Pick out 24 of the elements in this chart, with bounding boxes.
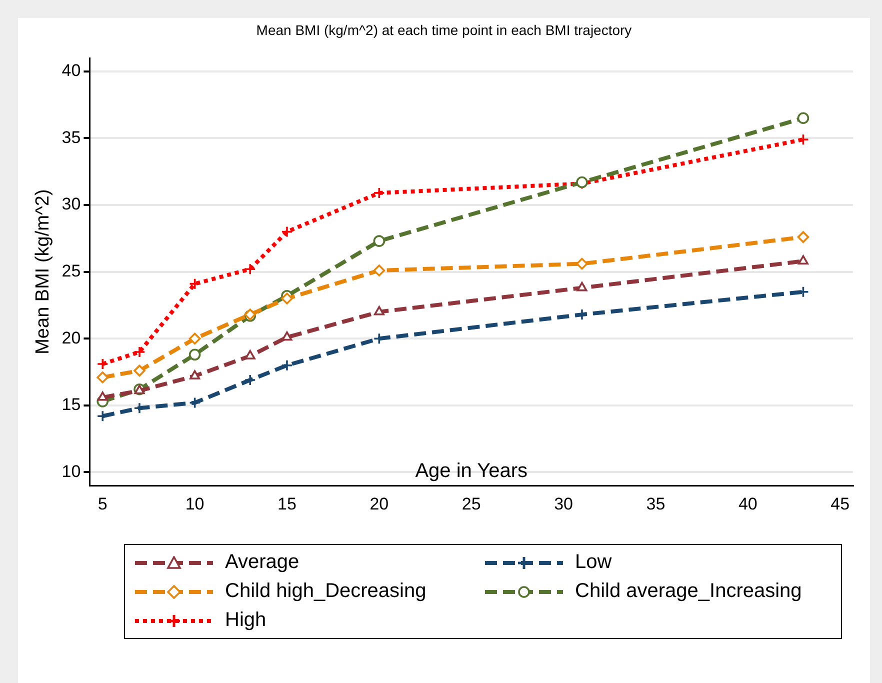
y-tick-label: 10	[62, 462, 81, 481]
legend-label: Average	[225, 551, 300, 574]
legend-label: High	[225, 609, 266, 632]
x-tick-label: 25	[462, 494, 481, 514]
chart-title: Mean BMI (kg/m^2) at each time point in each BMI trajectory	[255, 22, 633, 38]
y-tick-label: 15	[62, 395, 81, 414]
y-tick-label: 30	[62, 194, 81, 214]
x-tick-label: 30	[554, 494, 573, 514]
x-tick-label: 40	[738, 494, 758, 514]
y-axis-title: Mean BMI (kg/m^2)	[32, 189, 54, 354]
legend-label: Child high_Decreasing	[225, 580, 426, 603]
y-tick-label: 35	[62, 128, 81, 147]
legend-label: Child average_Increasing	[575, 580, 802, 603]
x-tick-label: 45	[830, 494, 850, 514]
y-tick-label: 25	[62, 261, 81, 280]
x-tick-label: 15	[278, 494, 296, 514]
x-tick-label: 10	[185, 494, 204, 514]
y-tick-label: 20	[62, 328, 81, 348]
x-tick-label: 35	[646, 494, 666, 514]
x-tick-label: 5	[98, 494, 108, 514]
legend-label: Low	[575, 551, 612, 574]
x-axis-title: Age in Years	[415, 460, 528, 482]
x-tick-label: 20	[370, 494, 389, 514]
y-tick-label: 40	[62, 61, 81, 80]
